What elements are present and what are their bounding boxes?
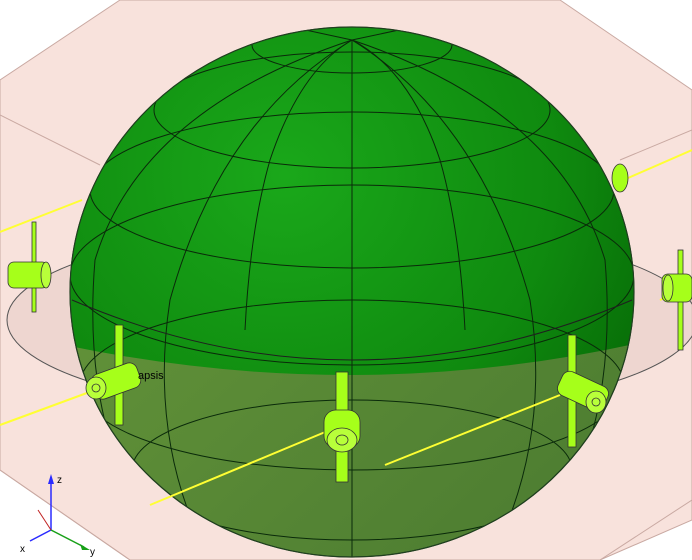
satellite-center[interactable] bbox=[323, 371, 361, 483]
axis-y-label: y bbox=[90, 547, 95, 558]
satellite-left-edge[interactable] bbox=[7, 221, 52, 313]
satellite-right[interactable] bbox=[555, 334, 611, 448]
axis-z-label: z bbox=[57, 475, 62, 486]
axis-triad: z x y bbox=[20, 474, 95, 558]
beam-lines bbox=[0, 149, 692, 506]
planet-sphere bbox=[69, 26, 635, 558]
satellite-periapsis[interactable] bbox=[85, 324, 143, 426]
periapsis-label: apsis bbox=[138, 370, 164, 382]
satellite-right-edge[interactable] bbox=[661, 249, 692, 351]
axis-x-label: x bbox=[20, 544, 25, 555]
satellite-back-right[interactable] bbox=[611, 163, 629, 193]
